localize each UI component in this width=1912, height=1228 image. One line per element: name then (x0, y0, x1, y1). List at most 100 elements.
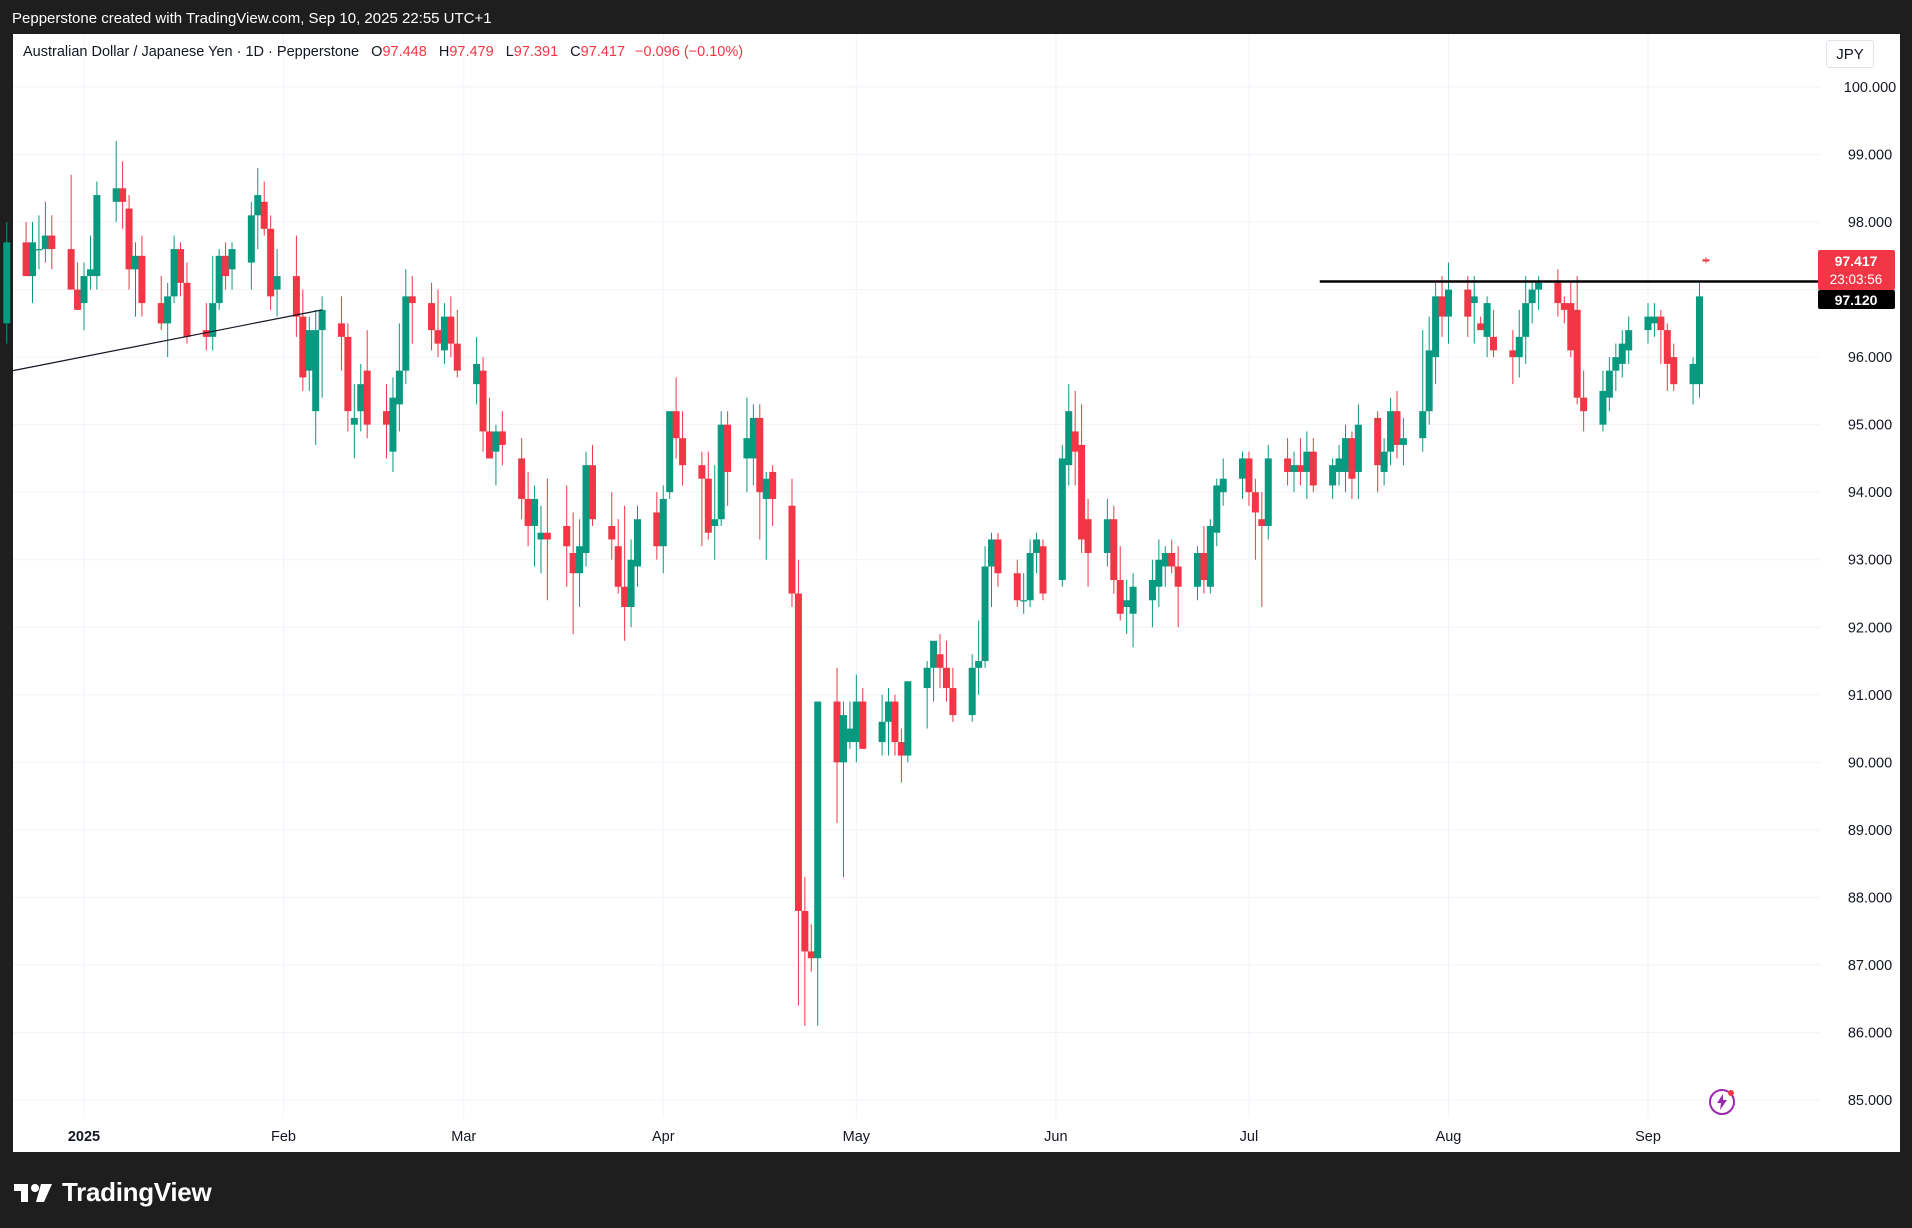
candle-body-down[interactable] (344, 336, 352, 412)
candle-body-up[interactable] (131, 255, 139, 270)
candle-body-down[interactable] (704, 478, 712, 533)
candle-body-down[interactable] (428, 303, 436, 331)
candle-body-up[interactable] (1522, 303, 1530, 337)
candle-body-down[interactable] (1438, 296, 1446, 317)
candle-body-up[interactable] (492, 431, 500, 452)
candle-body-down[interactable] (1078, 444, 1086, 540)
candle-body-up[interactable] (1219, 478, 1227, 493)
candle-body-down[interactable] (1490, 336, 1498, 351)
candle-body-up[interactable] (1065, 411, 1073, 466)
candle-body-down[interactable] (801, 910, 809, 952)
candle-body-down[interactable] (67, 249, 75, 290)
candle-body-up[interactable] (885, 701, 893, 722)
candle-body-up[interactable] (839, 715, 847, 763)
candle-body-down[interactable] (157, 303, 165, 324)
candle-body-up[interactable] (1419, 411, 1427, 439)
candle-body-up[interactable] (1515, 336, 1523, 358)
candle-body-up[interactable] (1695, 296, 1703, 385)
candle-body-down[interactable] (1116, 579, 1124, 614)
candle-body-up[interactable] (968, 667, 976, 716)
candle-body-up[interactable] (1020, 600, 1028, 602)
candle-body-up[interactable] (846, 728, 854, 743)
candle-body-down[interactable] (1200, 552, 1208, 580)
currency-button[interactable]: JPY (1826, 40, 1874, 68)
candle-body-up[interactable] (209, 303, 217, 337)
candle-body-up[interactable] (112, 188, 120, 202)
candle-body-down[interactable] (485, 431, 493, 459)
candle-body-up[interactable] (1689, 363, 1697, 385)
candle-body-down[interactable] (267, 228, 275, 297)
candle-body-up[interactable] (357, 384, 365, 412)
candle-body-down[interactable] (1477, 323, 1485, 331)
candle-body-up[interactable] (395, 370, 403, 405)
candle-body-up[interactable] (1425, 350, 1433, 412)
candle-body-up[interactable] (1033, 539, 1041, 553)
candle-body-up[interactable] (743, 438, 751, 459)
candle-body-up[interactable] (975, 661, 983, 668)
candle-body-up[interactable] (634, 519, 642, 567)
candle-body-up[interactable] (1535, 282, 1543, 290)
symbol-title[interactable]: Australian Dollar / Japanese Yen · 1D · … (23, 44, 360, 60)
candle-body-down[interactable] (1464, 289, 1472, 317)
candle-body-up[interactable] (659, 498, 667, 547)
candle-body-up[interactable] (852, 701, 860, 743)
candle-body-down[interactable] (936, 654, 944, 668)
candle-body-up[interactable] (1599, 390, 1607, 425)
candle-body-up[interactable] (1103, 519, 1111, 553)
candle-body-down[interactable] (679, 438, 687, 466)
candle-body-up[interactable] (3, 242, 11, 324)
candle-body-down[interactable] (672, 411, 680, 439)
candle-body-up[interactable] (35, 249, 43, 251)
candle-body-up[interactable] (814, 701, 822, 959)
candle-body-up[interactable] (1625, 330, 1633, 351)
candle-body-up[interactable] (1193, 552, 1201, 587)
candle-body-down[interactable] (524, 498, 532, 526)
lightning-bolt-icon[interactable] (1708, 1088, 1736, 1116)
candle-body-up[interactable] (1387, 411, 1395, 452)
candle-body-up[interactable] (41, 235, 49, 250)
candle-body-up[interactable] (305, 330, 313, 371)
candle-body-up[interactable] (473, 363, 481, 385)
candle-body-up[interactable] (904, 681, 912, 756)
candle-body-down[interactable] (1509, 350, 1517, 358)
candle-body-down[interactable] (1084, 519, 1092, 553)
candle-body-up[interactable] (1644, 316, 1652, 331)
candle-body-up[interactable] (988, 539, 996, 567)
candle-body-down[interactable] (897, 742, 905, 756)
candle-body-down[interactable] (1560, 303, 1568, 310)
candle-body-up[interactable] (923, 667, 931, 689)
candle-body-up[interactable] (537, 532, 545, 540)
candle-body-down[interactable] (794, 593, 802, 911)
candle-body-down[interactable] (337, 323, 345, 337)
candle-body-up[interactable] (627, 559, 635, 608)
candle-body-up[interactable] (1341, 438, 1349, 472)
candle-body-down[interactable] (292, 276, 300, 317)
candle-body-down[interactable] (434, 330, 442, 344)
candle-body-down[interactable] (22, 242, 30, 277)
candle-body-down[interactable] (447, 316, 455, 344)
candle-body-up[interactable] (228, 249, 236, 270)
candle-body-up[interactable] (1399, 438, 1407, 445)
candle-body-down[interactable] (383, 411, 391, 425)
candle-body-up[interactable] (215, 255, 223, 304)
candle-body-down[interactable] (408, 296, 416, 304)
candle-body-down[interactable] (1702, 259, 1710, 262)
candle-body-down[interactable] (1670, 357, 1678, 385)
candle-body-down[interactable] (222, 255, 230, 277)
candle-body-down[interactable] (724, 424, 732, 472)
candle-body-up[interactable] (878, 721, 886, 743)
candle-body-down[interactable] (1663, 330, 1671, 364)
candle-body-up[interactable] (170, 249, 178, 297)
candle-body-up[interactable] (1148, 579, 1156, 601)
candle-body-down[interactable] (788, 505, 796, 594)
candle-body-up[interactable] (576, 546, 584, 574)
candle-body-up[interactable] (1618, 343, 1626, 364)
candle-body-down[interactable] (588, 465, 596, 520)
candle-body-down[interactable] (202, 330, 210, 337)
candle-body-down[interactable] (177, 249, 185, 283)
candle-body-down[interactable] (543, 532, 551, 540)
candle-body-up[interactable] (1354, 424, 1362, 472)
candle-body-up[interactable] (582, 465, 590, 553)
candle-body-up[interactable] (1483, 303, 1491, 337)
